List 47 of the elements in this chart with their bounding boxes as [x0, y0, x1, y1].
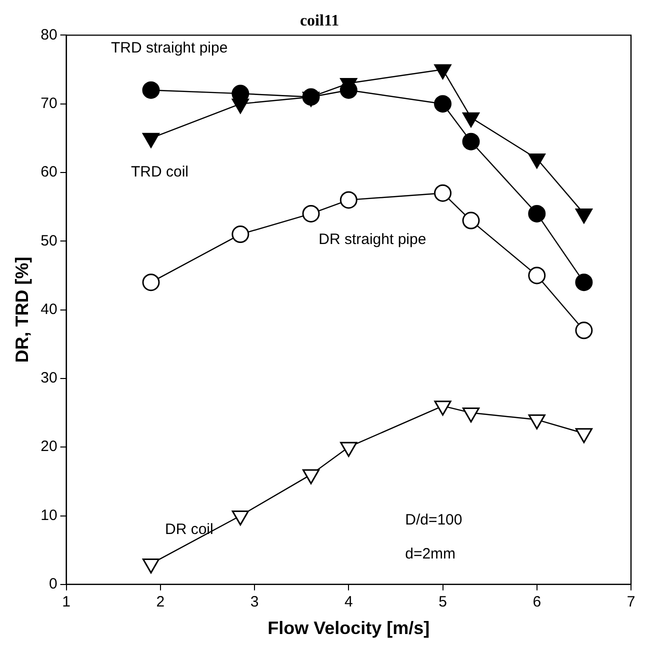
x-tick-label: 4 [344, 594, 353, 611]
text: TRD straight pipe [110, 39, 228, 56]
point [528, 266, 546, 284]
point [528, 204, 546, 222]
chart-title: coil11 [300, 12, 340, 30]
y-tick-label: 30 [40, 370, 58, 387]
x-tick-label: 3 [250, 594, 259, 611]
y-tick-label: 10 [40, 506, 58, 524]
x-axis-title: Flow Velocity [m/s] [268, 618, 430, 638]
point [575, 322, 593, 340]
point [232, 226, 250, 244]
point [302, 204, 320, 222]
point [434, 95, 452, 113]
x-tick-label: 5 [438, 594, 447, 611]
series-label: DR coil [164, 520, 214, 538]
y-tick-label: 60 [40, 164, 58, 181]
y-tick-label: 40 [40, 300, 58, 318]
x-tick-label: 2 [156, 594, 165, 611]
x-tick-label: 6 [532, 594, 542, 611]
x-tick-label: 1 [62, 594, 70, 611]
point [232, 510, 249, 526]
x-tick-label: 7 [626, 594, 636, 611]
y-tick-label: 70 [40, 94, 58, 112]
point [142, 558, 160, 574]
point [434, 184, 452, 202]
point [302, 469, 320, 484]
y-axis-title: DR, TRD [%] [12, 256, 32, 363]
point [142, 274, 160, 292]
y-tick-label: 0 [48, 576, 58, 593]
point [142, 81, 160, 99]
annotation: d=2mm [405, 546, 456, 563]
annotation: D/d=100 [405, 512, 462, 529]
y-tick-label: 50 [40, 232, 58, 250]
point [340, 442, 358, 457]
point [528, 414, 546, 430]
point [575, 428, 592, 444]
y-tick-label: 80 [40, 26, 58, 44]
point [462, 212, 480, 230]
point [302, 88, 320, 106]
point [462, 132, 480, 150]
series-label: TRD coil [130, 163, 189, 180]
series-label: DR straight pipe [318, 231, 426, 248]
y-tick-label: 20 [40, 438, 58, 456]
point [575, 274, 593, 292]
point [340, 191, 358, 209]
point [434, 400, 452, 416]
point [462, 408, 480, 423]
